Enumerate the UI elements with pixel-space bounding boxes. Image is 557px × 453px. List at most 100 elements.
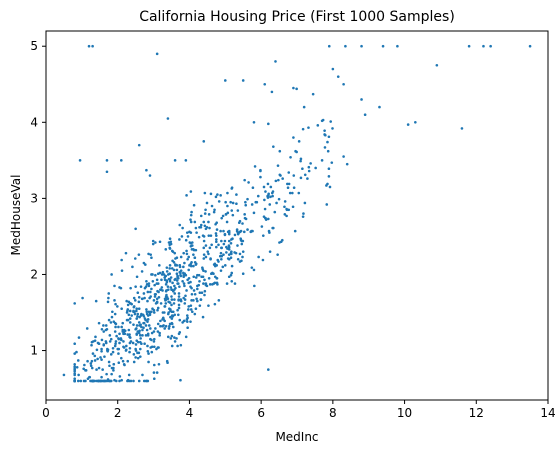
- data-point: [170, 295, 173, 298]
- data-point: [227, 239, 231, 243]
- data-point: [173, 298, 176, 301]
- data-point: [166, 335, 170, 339]
- data-point: [297, 140, 301, 143]
- data-point: [156, 322, 160, 326]
- data-point: [90, 343, 93, 347]
- data-point: [247, 181, 250, 184]
- data-point: [233, 251, 236, 254]
- data-point: [75, 350, 78, 354]
- data-point: [154, 327, 157, 330]
- data-point: [196, 273, 199, 277]
- data-point: [227, 248, 231, 251]
- data-point: [179, 271, 182, 275]
- data-point: [127, 313, 131, 317]
- data-point: [150, 350, 154, 354]
- data-point: [326, 140, 329, 144]
- data-point: [82, 367, 85, 371]
- data-point: [215, 276, 219, 280]
- data-point: [147, 352, 150, 355]
- data-point: [118, 379, 121, 383]
- chart-title: California Housing Price (First 1000 Sam…: [139, 9, 455, 25]
- data-point: [252, 211, 256, 215]
- data-point: [189, 264, 193, 268]
- data-point: [260, 225, 264, 228]
- data-point: [113, 330, 117, 333]
- data-point: [214, 232, 218, 235]
- data-point: [212, 210, 216, 214]
- data-point: [307, 165, 311, 169]
- data-point: [193, 312, 197, 316]
- data-point: [194, 226, 198, 230]
- data-point: [241, 222, 244, 225]
- data-point: [168, 278, 172, 282]
- data-point: [147, 324, 151, 327]
- data-point: [120, 378, 123, 382]
- data-point: [263, 198, 266, 202]
- data-point: [179, 378, 182, 382]
- data-point: [134, 327, 137, 331]
- data-point: [114, 379, 118, 383]
- data-point: [132, 310, 135, 314]
- data-point: [154, 273, 157, 277]
- data-point: [215, 238, 218, 241]
- data-point: [199, 214, 203, 218]
- data-point: [133, 257, 137, 260]
- data-point: [100, 358, 103, 361]
- data-point: [381, 44, 385, 48]
- data-point: [120, 325, 123, 329]
- data-point: [168, 324, 171, 328]
- data-point: [102, 343, 106, 346]
- data-point: [172, 302, 176, 305]
- data-point: [435, 63, 439, 67]
- data-point: [189, 262, 193, 266]
- data-point: [93, 354, 97, 358]
- data-point: [324, 133, 327, 137]
- data-point: [73, 302, 76, 305]
- data-point: [115, 334, 118, 338]
- data-point: [331, 127, 334, 130]
- data-point: [189, 304, 193, 307]
- data-point: [292, 86, 295, 90]
- data-point: [189, 213, 193, 217]
- data-point: [96, 357, 99, 361]
- data-point: [202, 257, 206, 260]
- data-point: [225, 220, 229, 224]
- data-point: [235, 193, 238, 196]
- data-point: [190, 210, 193, 214]
- data-point: [182, 265, 185, 269]
- data-point: [192, 253, 195, 256]
- data-point: [215, 281, 219, 285]
- data-point: [180, 235, 184, 238]
- data-point: [176, 344, 179, 348]
- data-point: [241, 272, 245, 276]
- data-point: [145, 308, 148, 311]
- data-point: [207, 220, 210, 224]
- data-point: [132, 323, 135, 326]
- data-point: [307, 126, 310, 129]
- data-point: [145, 168, 148, 172]
- data-point: [135, 307, 139, 311]
- data-point: [252, 268, 256, 272]
- data-point: [192, 299, 195, 302]
- data-point: [106, 350, 109, 353]
- data-point: [168, 322, 172, 326]
- data-point: [137, 379, 141, 383]
- data-point: [241, 239, 245, 243]
- data-point: [216, 258, 220, 262]
- data-point: [239, 229, 243, 233]
- data-point: [236, 244, 239, 247]
- data-point: [238, 260, 242, 263]
- data-point: [139, 285, 143, 288]
- data-point: [127, 328, 131, 332]
- data-point: [238, 219, 242, 223]
- data-point: [93, 339, 97, 342]
- data-point: [217, 299, 221, 302]
- data-point: [202, 220, 206, 224]
- data-point: [244, 217, 248, 221]
- data-point: [185, 289, 188, 292]
- data-point: [167, 327, 171, 330]
- data-point: [528, 44, 532, 48]
- data-point: [152, 363, 156, 367]
- data-point: [160, 286, 164, 289]
- data-point: [96, 341, 100, 345]
